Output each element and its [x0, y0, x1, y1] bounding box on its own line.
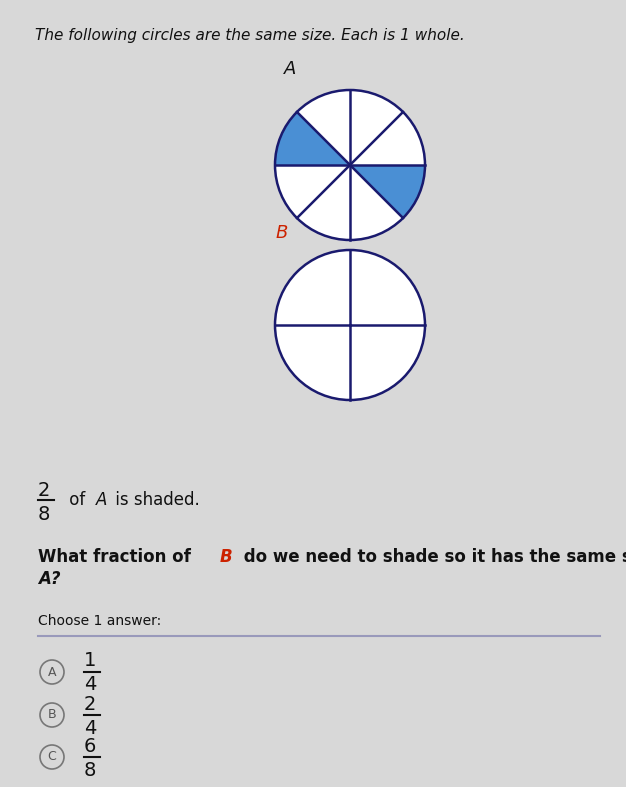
Text: 8: 8: [38, 504, 50, 523]
Text: B: B: [48, 708, 56, 722]
Polygon shape: [297, 90, 350, 165]
Text: Choose 1 answer:: Choose 1 answer:: [38, 614, 162, 628]
Text: A: A: [96, 491, 108, 509]
Text: 2: 2: [84, 694, 96, 714]
Polygon shape: [350, 90, 403, 165]
Text: A?: A?: [38, 570, 61, 588]
Text: B: B: [220, 548, 233, 566]
Text: 1: 1: [84, 652, 96, 671]
Polygon shape: [275, 250, 350, 325]
Polygon shape: [275, 112, 350, 165]
Text: B: B: [276, 224, 288, 242]
Text: 2: 2: [38, 481, 50, 500]
Text: 8: 8: [84, 760, 96, 779]
Text: A: A: [48, 666, 56, 678]
Text: 6: 6: [84, 737, 96, 756]
Text: The following circles are the same size. Each is 1 whole.: The following circles are the same size.…: [35, 28, 464, 43]
Polygon shape: [297, 165, 350, 240]
Polygon shape: [350, 165, 425, 218]
Polygon shape: [350, 325, 425, 400]
Polygon shape: [350, 165, 403, 240]
Text: C: C: [48, 751, 56, 763]
Text: 4: 4: [84, 719, 96, 737]
Polygon shape: [350, 250, 425, 325]
Text: What fraction of: What fraction of: [38, 548, 197, 566]
Text: A: A: [284, 60, 296, 78]
Polygon shape: [275, 165, 350, 218]
Polygon shape: [275, 325, 350, 400]
Text: is shaded.: is shaded.: [110, 491, 200, 509]
Text: 4: 4: [84, 675, 96, 694]
Text: of: of: [64, 491, 91, 509]
Polygon shape: [350, 112, 425, 165]
Text: do we need to shade so it has the same shaded area as: do we need to shade so it has the same s…: [238, 548, 626, 566]
